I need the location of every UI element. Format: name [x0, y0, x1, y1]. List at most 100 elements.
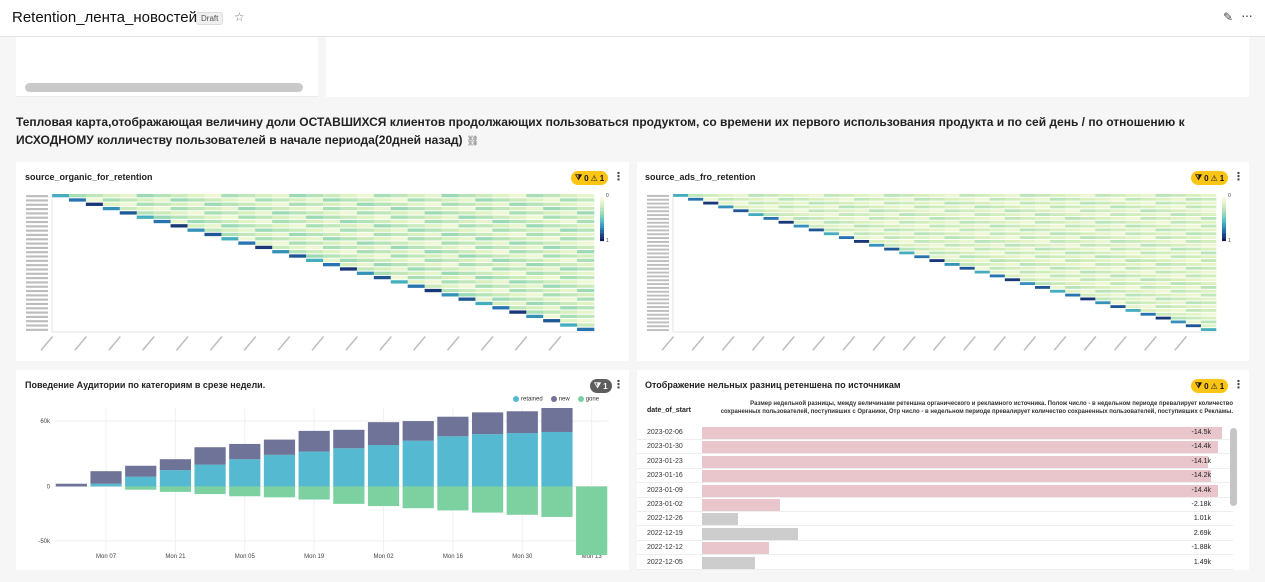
heatmap-cell — [778, 217, 794, 220]
table-row[interactable]: 2023-01-16 -14.2k — [637, 469, 1233, 484]
table-row[interactable]: 2023-01-30 -14.4k — [637, 440, 1233, 455]
bar-gone[interactable] — [194, 486, 226, 495]
heatmap-cell — [560, 271, 578, 275]
bar-gone[interactable] — [333, 486, 365, 504]
heatmap-cell — [1185, 305, 1202, 308]
column-header-date[interactable]: date_of_start — [647, 407, 691, 414]
heatmap-cell — [1019, 213, 1036, 216]
count-badge[interactable]: ⧩ 1 — [590, 379, 612, 393]
heatmap-cell — [543, 271, 561, 275]
filter-alert-badge[interactable]: ⧩ 0 ⚠ 1 — [1191, 171, 1229, 185]
heatmap-cell — [974, 213, 991, 216]
pencil-icon[interactable]: ✎ — [1223, 10, 1234, 24]
y-tick-label — [647, 275, 669, 278]
star-icon[interactable]: ☆ — [234, 10, 245, 24]
link-icon[interactable]: ⛓ — [466, 136, 480, 147]
bar-gone[interactable] — [159, 486, 192, 492]
bar-new[interactable] — [541, 408, 573, 432]
table-row[interactable]: 2022-12-05 1.49k — [637, 556, 1233, 570]
bar-new[interactable] — [90, 471, 122, 484]
bar-new[interactable] — [263, 439, 296, 455]
legend-item[interactable]: new — [550, 396, 570, 403]
heatmap-cell — [899, 213, 915, 216]
heatmap-cell — [272, 215, 290, 219]
colorbar-segment — [1222, 216, 1226, 220]
table-row[interactable]: 2022-12-19 2.69k — [637, 527, 1233, 541]
bar-new[interactable] — [367, 422, 400, 446]
heatmap-cell — [929, 240, 945, 243]
bar-new[interactable] — [298, 430, 330, 452]
bar-retained[interactable] — [541, 431, 573, 487]
column-header-diff[interactable]: Размер недельной разницы, между величина… — [720, 401, 1233, 415]
bar-gone[interactable] — [541, 486, 573, 517]
heatmap-cell — [441, 271, 459, 275]
bar-new[interactable] — [125, 465, 157, 477]
bar-retained[interactable] — [194, 464, 226, 487]
vertical-scrollbar[interactable] — [1230, 428, 1237, 506]
heatmap-cell — [272, 219, 290, 224]
bar-gone[interactable] — [402, 486, 434, 509]
bar-retained[interactable] — [333, 448, 365, 487]
bar-retained[interactable] — [367, 445, 400, 487]
bar-new[interactable] — [402, 421, 434, 441]
bar-gone[interactable] — [506, 486, 538, 515]
heatmap-cell — [1110, 293, 1126, 297]
more-icon[interactable]: ⋮ — [613, 379, 624, 391]
table-row[interactable]: 2022-12-26 1.01k — [637, 512, 1233, 527]
bar-retained[interactable] — [90, 483, 122, 487]
table-row[interactable]: 2023-02-06 -14.5k — [637, 426, 1233, 440]
bar-gone[interactable] — [576, 486, 608, 556]
table-row[interactable]: 2022-12-12 -1.88k — [637, 541, 1233, 556]
bar-new[interactable] — [229, 443, 261, 460]
bar-gone[interactable] — [471, 486, 504, 513]
bar-gone[interactable] — [437, 486, 469, 511]
more-icon[interactable]: ⋮ — [613, 171, 624, 183]
heatmap-cell — [1080, 213, 1096, 216]
bar-retained[interactable] — [471, 434, 504, 487]
bar-new[interactable] — [55, 483, 87, 487]
heatmap-cell — [884, 220, 900, 224]
heatmap-cell — [1200, 282, 1217, 285]
heatmap-cell — [373, 254, 392, 258]
status-badge[interactable]: Draft — [196, 12, 224, 25]
table-row[interactable]: 2023-01-23 -14.1k — [637, 455, 1233, 469]
bar-new[interactable] — [159, 459, 192, 471]
bar-new[interactable] — [471, 412, 504, 435]
bar-gone[interactable] — [298, 486, 330, 500]
more-icon[interactable]: ··· — [1241, 7, 1253, 23]
bar-retained[interactable] — [159, 470, 192, 487]
y-tick-label — [647, 233, 669, 236]
bar-retained[interactable] — [437, 436, 469, 487]
heatmap-cell — [733, 201, 749, 205]
heatmap-cell — [869, 224, 885, 228]
more-icon[interactable]: ⋮ — [1233, 171, 1244, 183]
bar-gone[interactable] — [263, 486, 296, 498]
heatmap-cell — [1200, 289, 1217, 293]
bar-new[interactable] — [437, 416, 469, 437]
bar-gone[interactable] — [125, 486, 157, 490]
bar-gone[interactable] — [367, 486, 400, 507]
bar-retained[interactable] — [125, 476, 157, 487]
bar-gone[interactable] — [229, 486, 261, 497]
horizontal-scrollbar[interactable] — [25, 83, 303, 92]
heatmap-cell — [989, 217, 1006, 220]
table-row[interactable]: 2023-01-09 -14.4k — [637, 484, 1233, 498]
more-icon[interactable]: ⋮ — [1233, 379, 1244, 391]
bar-new[interactable] — [333, 429, 365, 449]
bar-new[interactable] — [506, 411, 538, 434]
bar-retained[interactable] — [263, 454, 296, 487]
bar-retained[interactable] — [298, 451, 330, 487]
bar-retained[interactable] — [402, 440, 434, 487]
legend-item[interactable]: gone — [577, 396, 599, 403]
filter-alert-badge[interactable]: ⧩ 0 ⚠ 1 — [1191, 379, 1229, 393]
bar-retained[interactable] — [229, 459, 261, 487]
bar-new[interactable] — [194, 447, 226, 465]
filter-alert-badge[interactable]: ⧩ 0 ⚠ 1 — [571, 171, 609, 185]
heatmap-cell — [424, 219, 442, 224]
heatmap-cell — [944, 197, 960, 201]
colorbar-segment — [1222, 208, 1226, 211]
legend-item[interactable]: retained — [513, 396, 543, 403]
bar-retained[interactable] — [506, 433, 538, 487]
heatmap-cell — [560, 258, 578, 262]
table-row[interactable]: 2023-01-02 -2.18k — [637, 498, 1233, 512]
